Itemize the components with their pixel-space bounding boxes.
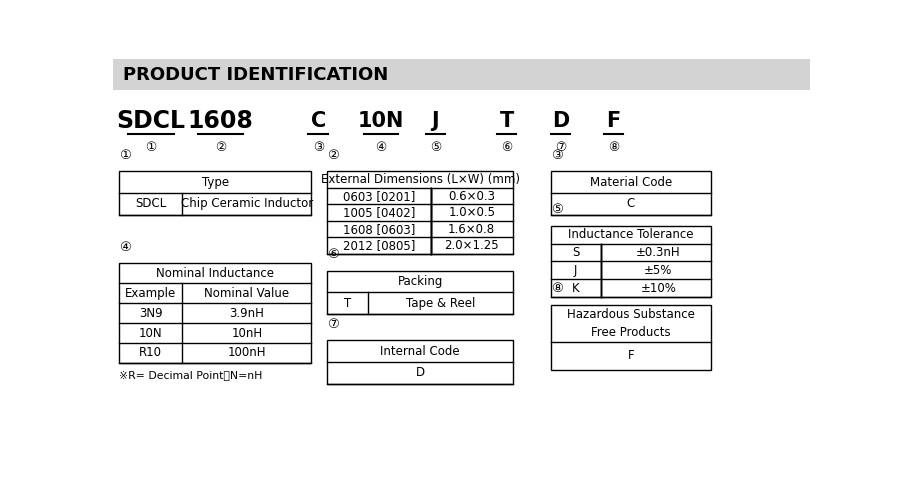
Text: 1608 [0603]: 1608 [0603] [343, 223, 415, 236]
Text: D: D [552, 111, 569, 131]
Text: 0.6×0.3: 0.6×0.3 [448, 190, 495, 203]
Text: SDCL: SDCL [116, 108, 185, 133]
Bar [551, 226, 711, 297]
Text: T: T [344, 297, 351, 310]
Text: ②: ② [215, 141, 226, 154]
Bar [328, 171, 513, 254]
Bar [120, 264, 311, 363]
Text: 0603 [0201]: 0603 [0201] [343, 190, 415, 203]
Text: F: F [607, 111, 620, 131]
Bar [328, 271, 513, 314]
Text: D: D [416, 366, 425, 379]
Text: 1608: 1608 [188, 108, 254, 133]
Text: ③: ③ [312, 141, 324, 154]
Text: ④: ④ [375, 141, 387, 154]
Text: C: C [310, 111, 326, 131]
Text: ①: ① [145, 141, 157, 154]
Text: ⑧: ⑧ [608, 141, 619, 154]
Text: T: T [500, 111, 514, 131]
Text: Nominal Inductance: Nominal Inductance [157, 267, 274, 280]
Text: SDCL: SDCL [135, 197, 166, 210]
Bar [328, 341, 513, 384]
Text: PRODUCT IDENTIFICATION: PRODUCT IDENTIFICATION [123, 66, 388, 84]
Text: 100nH: 100nH [228, 346, 266, 360]
Text: ②: ② [328, 148, 339, 162]
Text: ±10%: ±10% [641, 282, 676, 295]
Text: Hazardous Substance
Free Products: Hazardous Substance Free Products [567, 307, 695, 339]
Text: ⑤: ⑤ [430, 141, 441, 154]
Text: 10nH: 10nH [231, 326, 262, 340]
Text: Internal Code: Internal Code [381, 345, 460, 358]
Text: K: K [572, 282, 580, 295]
Bar [120, 171, 311, 215]
Text: 1.6×0.8: 1.6×0.8 [448, 223, 495, 236]
Text: ③: ③ [551, 148, 562, 162]
Bar [551, 305, 711, 370]
Text: ⑥: ⑥ [328, 248, 339, 261]
Text: F: F [627, 349, 634, 363]
Text: 1.0×0.5: 1.0×0.5 [448, 206, 495, 219]
Text: 3.9nH: 3.9nH [230, 306, 265, 320]
Text: S: S [572, 246, 580, 259]
Text: ⑤: ⑤ [551, 203, 562, 216]
Text: ⑥: ⑥ [501, 141, 512, 154]
Text: ±5%: ±5% [644, 264, 672, 277]
Text: ⑦: ⑦ [328, 318, 339, 330]
Text: J: J [574, 264, 577, 277]
Text: Inductance Tolerance: Inductance Tolerance [568, 228, 694, 241]
Text: ⑧: ⑧ [551, 282, 562, 295]
Text: R10: R10 [140, 346, 162, 360]
Text: 2012 [0805]: 2012 [0805] [343, 239, 415, 252]
Text: ※R= Decimal Point，N=nH: ※R= Decimal Point，N=nH [120, 370, 263, 380]
Text: ①: ① [120, 148, 131, 162]
Text: ±0.3nH: ±0.3nH [636, 246, 680, 259]
Bar [551, 171, 711, 215]
Text: 10N: 10N [140, 326, 163, 340]
Text: Example: Example [125, 287, 176, 300]
Text: 3N9: 3N9 [140, 306, 163, 320]
Text: 1005 [0402]: 1005 [0402] [343, 206, 415, 219]
Text: 2.0×1.25: 2.0×1.25 [445, 239, 499, 252]
Text: Packing: Packing [398, 275, 443, 288]
Text: ④: ④ [120, 241, 131, 254]
Text: 10N: 10N [358, 111, 404, 131]
Text: Chip Ceramic Inductor: Chip Ceramic Inductor [181, 197, 313, 210]
Bar [112, 59, 810, 90]
Text: Tape & Reel: Tape & Reel [406, 297, 475, 310]
Text: C: C [626, 197, 634, 210]
Text: ⑦: ⑦ [554, 141, 566, 154]
Text: Material Code: Material Code [590, 176, 672, 188]
Text: Type: Type [202, 176, 229, 188]
Text: External Dimensions (L×W) (mm): External Dimensions (L×W) (mm) [320, 173, 519, 186]
Text: Nominal Value: Nominal Value [204, 287, 289, 300]
Text: J: J [432, 111, 439, 131]
